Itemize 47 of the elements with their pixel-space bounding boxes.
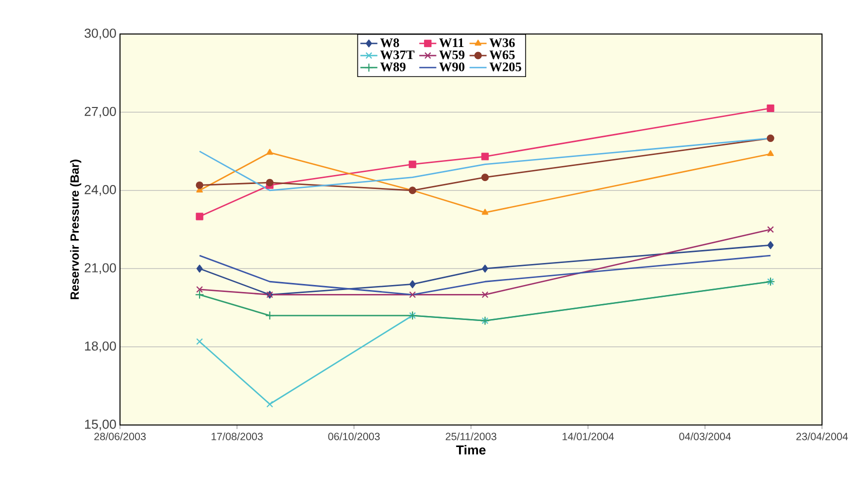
point: [767, 241, 774, 250]
y-tick-label: 18,00: [85, 341, 116, 352]
point: [767, 150, 774, 156]
point: [196, 286, 203, 293]
point: [196, 338, 203, 345]
point: [481, 152, 489, 160]
point: [265, 310, 274, 320]
y-tick-label: 21,00: [84, 263, 116, 274]
legend-label: W8: [380, 38, 400, 48]
x-tick-label: 06/10/2003: [328, 432, 380, 440]
x-tick-label: 23/04/2004: [796, 432, 848, 440]
point: [766, 134, 774, 142]
y-tick-label: 27,00: [84, 106, 116, 118]
point: [481, 174, 489, 182]
x-tick-label: 04/03/2004: [679, 432, 731, 440]
point: [266, 400, 274, 408]
point: [196, 181, 204, 189]
point: [767, 226, 774, 233]
point: [266, 148, 274, 155]
legend-label: W65: [489, 50, 515, 60]
legend-label: W90: [439, 62, 464, 72]
legend-label: W59: [439, 50, 464, 60]
point: [482, 208, 488, 215]
point: [408, 160, 416, 168]
point: [482, 291, 488, 298]
x-tick-label: 28/06/2003: [94, 432, 146, 440]
x-tick-label: 25/11/2003: [446, 432, 496, 440]
point: [409, 280, 416, 288]
point: [766, 104, 774, 112]
legend-label: W37T: [380, 50, 414, 60]
point: [196, 212, 204, 220]
y-tick-label: 15,00: [85, 420, 116, 430]
legend-label: W205: [489, 62, 522, 72]
y-tick-label: 24,00: [84, 185, 116, 196]
point: [409, 291, 416, 298]
point: [266, 178, 274, 186]
point: [196, 264, 203, 273]
x-tick-label: 14/01/2004: [562, 432, 614, 440]
legend-label: W11: [439, 38, 464, 48]
x-tick-label: 17/08/2003: [212, 432, 263, 440]
point: [482, 264, 488, 273]
legend-label: W36: [489, 38, 515, 48]
y-axis-title: Reservoir Pressure (Bar): [70, 160, 82, 300]
point: [195, 290, 204, 300]
y-tick-label: 30,00: [84, 28, 116, 40]
x-axis-title: Time: [456, 445, 486, 455]
legend-label: W89: [380, 62, 406, 72]
